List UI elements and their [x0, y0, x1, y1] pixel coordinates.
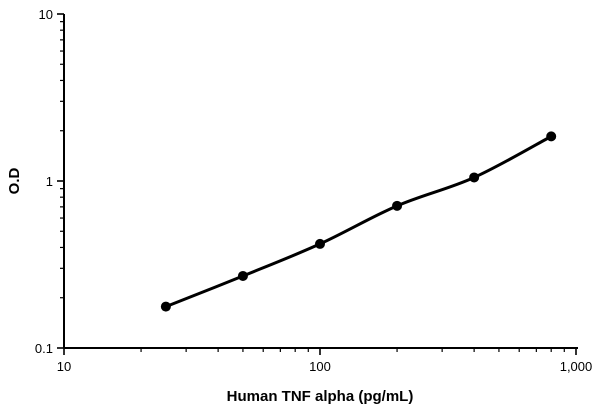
data-point — [315, 238, 325, 249]
series-line — [164, 134, 553, 309]
y-ticks: 0.1 1 10 — [35, 7, 64, 356]
data-point — [469, 172, 480, 183]
y-axis-title: O.D — [6, 168, 23, 195]
series-layer — [160, 131, 557, 312]
x-tick-label: 1,000 — [560, 359, 593, 374]
x-tick-label: 100 — [309, 359, 331, 374]
y-tick-label: 0.1 — [35, 341, 53, 356]
data-point — [160, 301, 171, 312]
y-tick-label: 1 — [46, 174, 53, 189]
x-axis-title: Human TNF alpha (pg/mL) — [227, 388, 414, 405]
data-point — [392, 200, 403, 211]
data-point — [237, 270, 248, 281]
x-tick-label: 10 — [57, 359, 71, 374]
x-ticks: 10 100 1,000 — [57, 348, 593, 374]
axes: 10 100 1,000 0.1 1 10 — [35, 7, 592, 374]
data-point — [546, 131, 557, 142]
y-tick-label: 10 — [39, 7, 53, 22]
